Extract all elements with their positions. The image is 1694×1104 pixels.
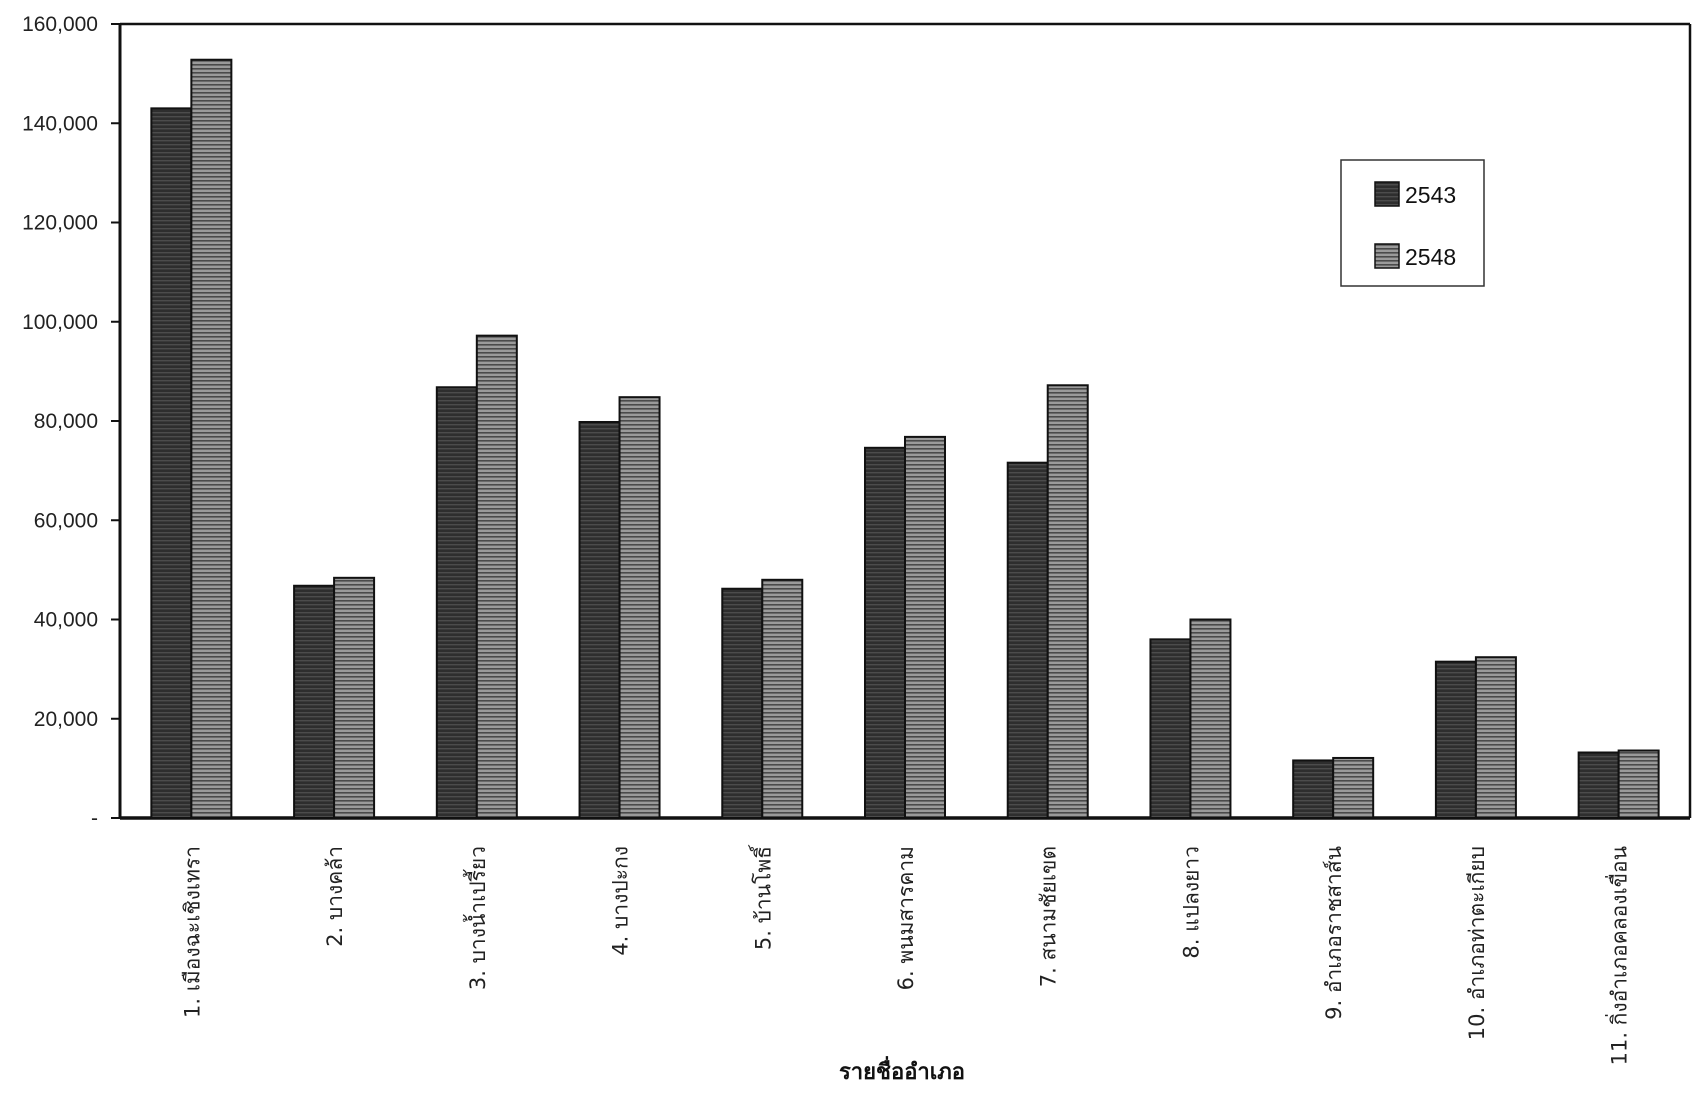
legend-box xyxy=(1340,159,1485,287)
y-axis: - 20,000 40,000 60,000 80,000 100,000 120,000 1… xyxy=(22,13,120,830)
x-tick-label: 1. เมืองฉะเชิงเทรา xyxy=(180,846,204,1018)
bar-2543-9 xyxy=(1292,759,1335,819)
bar-2548-3 xyxy=(475,334,518,819)
bar-2548-10 xyxy=(1474,656,1517,820)
y-tick-label: 100,000 xyxy=(22,311,98,334)
x-tick-label: 5. บ้านโพธิ์ xyxy=(747,844,775,950)
bar-2543-11 xyxy=(1577,751,1620,819)
bar-2548-8 xyxy=(1189,618,1232,819)
bar-2548-1 xyxy=(190,58,233,820)
x-tick-label: 8. แปลงยาว xyxy=(1179,846,1203,959)
bar-2548-7 xyxy=(1046,384,1089,819)
bar-2543-10 xyxy=(1434,660,1477,820)
x-axis: 1. เมืองฉะเชิงเทรา 2. บางคล้า 3. บางน้ำเปร… xyxy=(180,844,1631,1066)
x-axis-title: รายชื่ออำเภอ xyxy=(839,1055,965,1085)
bar-2548-2 xyxy=(333,576,376,819)
bar-2543-5 xyxy=(721,587,764,819)
bar-2543-6 xyxy=(864,446,906,819)
legend-swatch-2543 xyxy=(1374,181,1400,207)
bar-2548-11 xyxy=(1617,749,1660,820)
legend: 2543 2548 xyxy=(1340,159,1485,287)
bar-2548-6 xyxy=(904,435,946,819)
bar-2548-5 xyxy=(761,578,804,819)
legend-swatch-2548 xyxy=(1374,243,1400,269)
bar-2548-9 xyxy=(1332,756,1375,819)
bar-2543-7 xyxy=(1006,461,1049,819)
y-tick-label: 40,000 xyxy=(34,609,98,632)
y-tick-label: 120,000 xyxy=(22,212,98,235)
bar-2543-4 xyxy=(578,420,621,819)
x-tick-label: 4. บางปะกง xyxy=(609,846,633,956)
bars xyxy=(150,58,1660,820)
x-tick-label: 9. อำเภอราชสาส์น xyxy=(1322,846,1346,1020)
legend-label: 2548 xyxy=(1405,244,1456,270)
x-tick-label: 7. สนามชัยเขต xyxy=(1037,846,1061,987)
x-tick-label: 2. บางคล้า xyxy=(323,846,347,947)
y-tick-label: 20,000 xyxy=(34,708,98,731)
x-tick-label: 10. อำเภอท่าตะเกียบ xyxy=(1465,846,1489,1040)
legend-label: 2543 xyxy=(1405,182,1456,208)
y-tick-label: 80,000 xyxy=(34,410,98,433)
bar-2543-1 xyxy=(150,107,193,820)
bar-2543-2 xyxy=(293,584,336,819)
bar-2543-8 xyxy=(1149,638,1192,819)
y-tick-label: - xyxy=(91,807,98,830)
bar-2543-3 xyxy=(435,386,478,819)
bar-2548-4 xyxy=(618,396,661,819)
x-tick-label: 6. พนมสารคาม xyxy=(894,846,918,990)
x-tick-label: 11. กิ่งอำเภอคลองเขื่อน xyxy=(1605,846,1632,1065)
y-tick-label: 60,000 xyxy=(34,509,98,532)
y-tick-label: 140,000 xyxy=(22,112,98,135)
y-tick-label: 160,000 xyxy=(22,13,98,36)
x-tick-label: 3. บางน้ำเปรี้ยว xyxy=(463,846,490,990)
